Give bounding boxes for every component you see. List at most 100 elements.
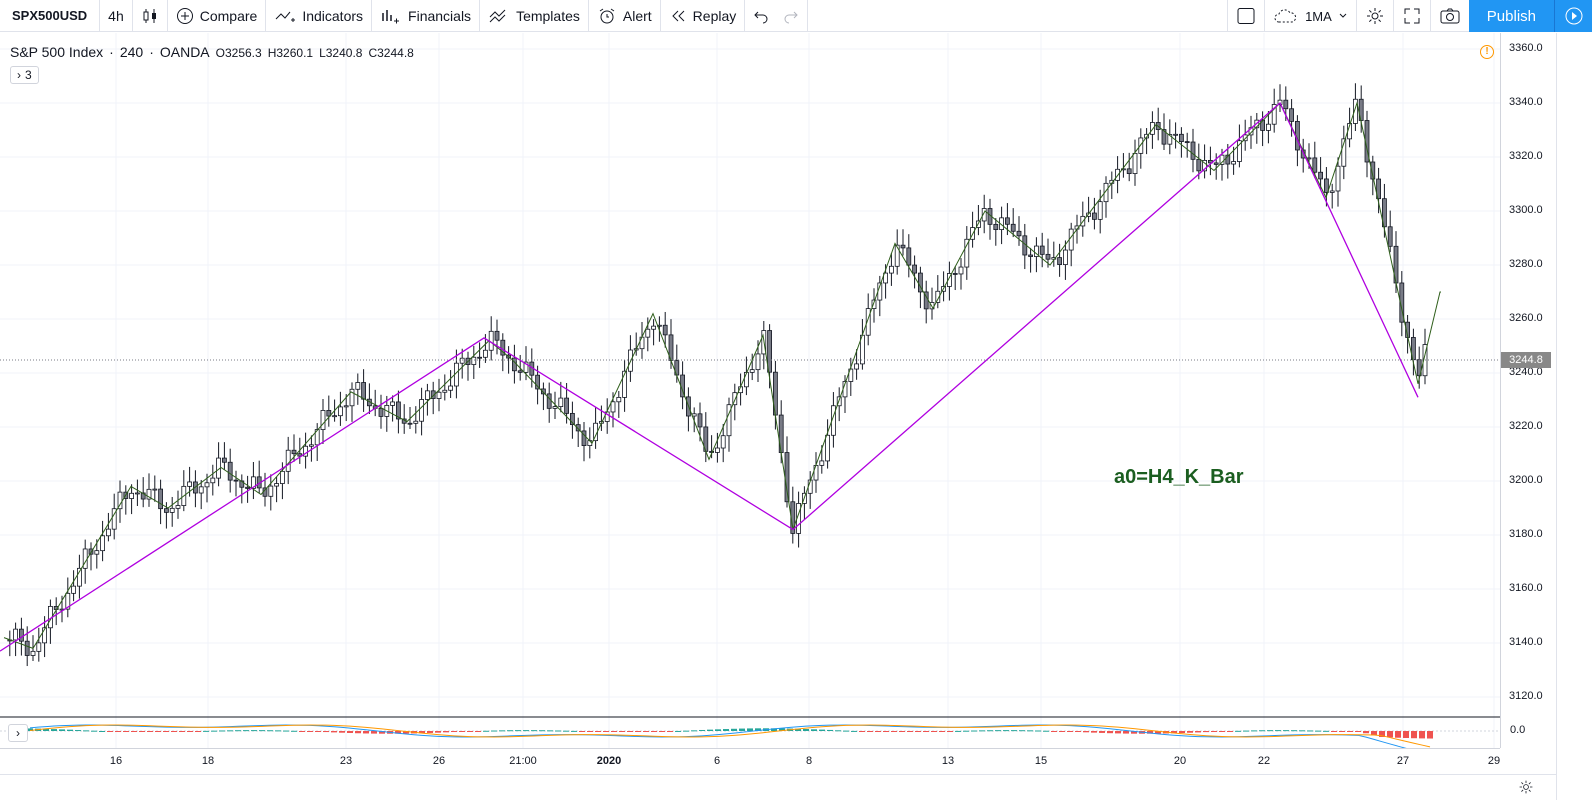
alert-label: Alert (622, 7, 652, 24)
histogram-bar (915, 731, 921, 732)
price-tick-label: 3340.0 (1509, 96, 1543, 108)
candle-body (355, 382, 361, 390)
publish-button[interactable]: Publish (1468, 0, 1554, 32)
interval-button[interactable]: 4h (100, 0, 133, 32)
histogram-bar (171, 731, 177, 732)
histogram-bar (995, 730, 1001, 732)
price-axis[interactable]: 3360.0 3340.0 3320.0 3300.0 3280.0 3260.0 3240… (1500, 33, 1556, 748)
candle-body (906, 247, 912, 266)
compare-button[interactable]: Compare (168, 0, 267, 32)
histogram-bar (1067, 731, 1073, 732)
oscillator-collapse-button[interactable]: › (8, 724, 28, 742)
legend-low: L3240.8 (319, 46, 363, 60)
histogram-bar (499, 730, 505, 732)
warning-icon[interactable]: ! (1480, 45, 1494, 59)
histogram-bar (1299, 730, 1305, 732)
undo-icon[interactable] (753, 8, 769, 24)
candle-body (1190, 141, 1196, 160)
indicators-collapse-button[interactable]: › 3 (10, 66, 39, 84)
histogram-bar (939, 731, 945, 732)
histogram-bar (651, 731, 657, 732)
candle-body (227, 461, 233, 481)
replay-button[interactable]: Replay (661, 0, 746, 32)
histogram-bar (619, 731, 625, 732)
indicators-label: Indicators (302, 7, 364, 24)
indicators-icon (275, 11, 296, 22)
histogram-bar (235, 730, 241, 732)
histogram-bar (1043, 730, 1049, 732)
price-tick-label: 3120.0 (1509, 690, 1543, 702)
histogram-bar (1395, 731, 1401, 738)
candle-body (436, 391, 442, 399)
price-chart-pane[interactable] (0, 33, 1500, 748)
candle-body (1271, 104, 1277, 125)
fullscreen-layout-button[interactable] (1227, 0, 1264, 32)
cloud-icon (1274, 9, 1297, 23)
histogram-bar (931, 731, 937, 732)
histogram-bar (275, 730, 281, 732)
histogram-bar (795, 728, 801, 731)
histogram-bar (803, 729, 809, 731)
screenshot-button[interactable] (1429, 0, 1469, 32)
candle-body (221, 457, 227, 463)
histogram-bar (611, 731, 617, 732)
time-tick-label: 2020 (596, 755, 622, 767)
chart-style-button[interactable] (133, 0, 168, 32)
candle-body (1063, 249, 1068, 265)
histogram-bar (1131, 731, 1137, 734)
histogram-bar (195, 731, 201, 732)
zigzag-purple-line (0, 101, 1419, 652)
candle-body (889, 265, 894, 274)
camera-icon (1440, 8, 1460, 24)
candle-body (1266, 123, 1271, 131)
candle-body (1138, 137, 1144, 154)
alarm-clock-icon (599, 8, 615, 23)
play-circle-icon (1565, 7, 1582, 25)
candle-body (1092, 212, 1097, 220)
time-tick-label: 18 (201, 755, 215, 767)
right-sidebar[interactable] (1556, 33, 1592, 800)
chart-text-annotation[interactable]: a0=H4_K_Bar (1114, 466, 1244, 488)
alert-button[interactable]: Alert (589, 0, 661, 32)
histogram-bar (1291, 730, 1297, 732)
histogram-bar (827, 729, 833, 731)
time-axis[interactable]: 16 18 23 26 21:00 2020 6 8 13 15 20 22 27 29 (0, 748, 1500, 774)
histogram-bar (507, 730, 513, 732)
histogram-bar (1307, 730, 1313, 732)
candle-body (308, 444, 314, 447)
histogram-bar (227, 730, 233, 732)
series-legend[interactable]: S&P 500 Index · 240 · OANDA O3256.3 H326… (10, 44, 414, 60)
symbol-search-button[interactable]: SPX500USD (0, 0, 101, 32)
replay-label: Replay (692, 7, 737, 24)
candle-body (77, 567, 82, 587)
candle-body (233, 479, 239, 482)
candle-body (471, 356, 477, 365)
financials-icon (382, 9, 400, 23)
histogram-bar (27, 728, 33, 731)
histogram-bar (483, 730, 489, 732)
candle-body (552, 406, 558, 409)
settings-button[interactable] (1355, 0, 1393, 32)
histogram-bar (435, 731, 441, 733)
histogram-bar (139, 731, 145, 732)
histogram-bar (1091, 731, 1097, 733)
publish-menu-button[interactable] (1554, 0, 1592, 32)
candle-body (1341, 138, 1347, 167)
layout-save-button[interactable]: 1MA (1264, 0, 1356, 32)
histogram-bar (843, 730, 849, 732)
redo-icon[interactable] (783, 8, 799, 24)
histogram-bar (1275, 730, 1281, 732)
candle-body (993, 223, 999, 230)
fullscreen-button[interactable] (1392, 0, 1430, 32)
candle-body (1324, 178, 1329, 193)
candle-body (1173, 133, 1178, 136)
macd-line (29, 724, 1407, 748)
financials-button[interactable]: Financials (372, 0, 481, 32)
histogram-bar (315, 731, 321, 732)
indicators-button[interactable]: Indicators (266, 0, 373, 32)
gear-icon[interactable] (1518, 779, 1534, 795)
legend-source: OANDA (159, 44, 210, 60)
candle-body (1196, 158, 1202, 172)
templates-button[interactable]: Templates (480, 0, 589, 32)
